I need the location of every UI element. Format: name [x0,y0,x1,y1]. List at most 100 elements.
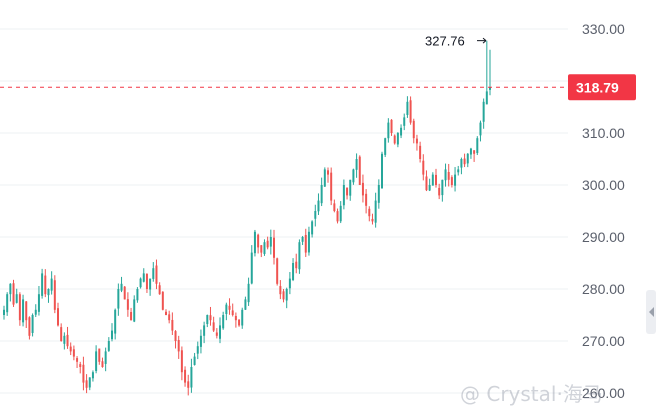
candle-body [184,369,187,383]
candle [279,280,282,300]
candle [285,287,288,309]
scroll-handle[interactable] [646,290,656,334]
candle [374,192,377,228]
y-tick-label: 300.00 [582,177,625,193]
candle [447,163,450,187]
candle-body [193,356,196,365]
candle-body [435,174,437,185]
candle-body [415,138,418,144]
y-tick-label: 260.00 [582,385,625,401]
candle [304,228,307,257]
candle [155,259,158,290]
candle [231,303,234,317]
candle-body [158,285,161,295]
candle [88,377,91,391]
candle [381,151,383,190]
candle [428,178,431,192]
candle [225,302,228,321]
candle-body [489,87,491,90]
candle-body [263,242,266,254]
candle [158,282,161,295]
candle-body [63,335,66,344]
candle-body [98,348,101,362]
candle [28,316,31,340]
candle [139,277,142,289]
candle [219,317,221,344]
y-tick-label: 270.00 [582,333,625,349]
candle-body [352,169,355,183]
candle [130,307,133,321]
candle-body [79,364,82,367]
candle [203,321,206,344]
candle [47,288,50,303]
candle [222,311,225,330]
candle-body [199,335,202,347]
candle-body [253,231,256,254]
candle-body [361,182,364,196]
candle-body [409,100,412,123]
candle [393,134,396,145]
candle [330,167,333,206]
candle [358,155,361,186]
candle-body [57,308,59,326]
candle-body [152,268,155,279]
watermark: @ Crystal·海马 [460,382,603,406]
candle-body [482,101,485,122]
candle [419,141,422,163]
candle-body [206,315,209,325]
candle-body [257,234,260,248]
candle-body [466,153,469,164]
candle-body [314,211,317,219]
candle-body [111,330,113,340]
candle-body [133,299,136,322]
candle [25,301,28,329]
candle [187,374,190,396]
candle-body [333,203,336,211]
candle [215,328,218,339]
candle [72,345,75,361]
candle [463,153,466,168]
candle [69,342,72,356]
candle-body [22,299,25,323]
current-price-badge [568,74,636,101]
candle-body [222,315,225,329]
candle-body [390,119,393,133]
candle [431,172,434,186]
candle-body [241,309,244,326]
arrow-icon [482,37,487,44]
candle-body [203,325,206,336]
candle-body [120,283,123,291]
candle-body [238,319,241,326]
candle [44,269,47,298]
candle [244,296,247,310]
candle [349,179,352,201]
candle [15,288,18,304]
candle [317,193,320,215]
candle-body [196,346,199,354]
candle-body [317,200,320,212]
candle-body [266,240,269,248]
candle [276,257,279,286]
candle [133,295,136,323]
candle-body [301,237,304,242]
candle [3,305,5,320]
candle-body [212,322,215,331]
candle [311,220,314,238]
candle [482,98,485,129]
candle [425,170,428,192]
candle-body [374,200,377,223]
candle-body [174,331,177,341]
candle-body [231,310,234,315]
candle [114,308,117,340]
candle [298,239,301,274]
candle [327,167,329,183]
candle [361,174,364,203]
candle-body [276,258,279,284]
candle-body [9,283,12,295]
y-tick-label: 290.00 [582,229,625,245]
candle [346,187,349,200]
candle-body [117,289,120,309]
candle-body [161,291,164,310]
candle-body [142,273,145,282]
candle-body [228,305,231,310]
